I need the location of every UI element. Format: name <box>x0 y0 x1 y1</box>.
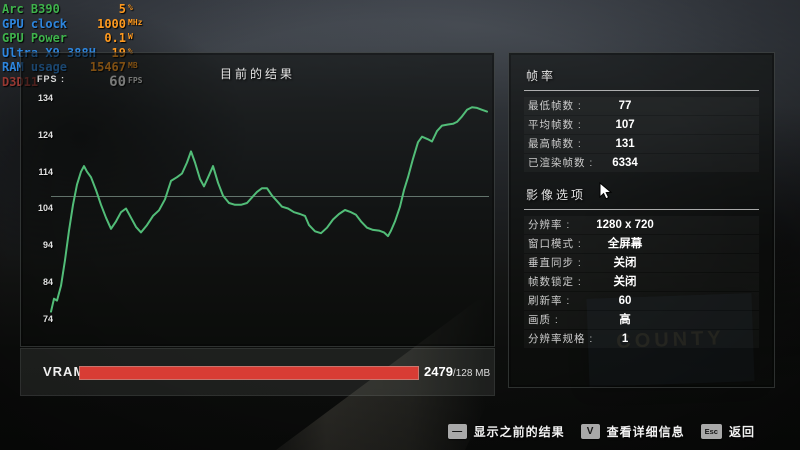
max-fps-label: 最高帧数 : <box>528 138 582 150</box>
framerate-section-title: 帧率 <box>524 63 759 91</box>
video-options-list: 分辨率 : 1280 x 720 窗口模式 : 全屏幕 垂直同步 : 关闭 帧数… <box>524 216 759 348</box>
v-keycap: V <box>580 424 600 439</box>
spacebar-keycap: — <box>447 424 467 439</box>
vram-panel: VRAM 2479/128 MB <box>20 348 495 396</box>
y-tick-94: 94 <box>42 240 53 250</box>
vram-bar-fill <box>80 367 418 379</box>
rendered-frames-value: 6334 <box>612 157 638 169</box>
gpu-clock-value: 1000 <box>97 16 126 31</box>
y-tick-134: 134 <box>37 93 53 103</box>
avg-fps-label: 平均帧数 : <box>528 119 582 131</box>
option-row-resolution: 分辨率 : 1280 x 720 <box>524 216 759 234</box>
vram-value: 2479/128 MB <box>424 364 490 379</box>
mouse-cursor <box>599 182 613 200</box>
show-previous-results-button[interactable]: — 显示之前的结果 <box>447 423 565 440</box>
resolution-scale-value: 1 <box>621 333 629 345</box>
y-tick-114: 114 <box>38 167 53 177</box>
quality-value: 高 <box>619 314 631 326</box>
framerate-lock-label: 帧数锁定 : <box>528 276 582 288</box>
option-row-quality: 画质 : 高 <box>524 311 759 329</box>
back-button[interactable]: Esc 返回 <box>700 423 755 440</box>
gpu-power-value: 0.1 <box>104 31 126 45</box>
resolution-label: 分辨率 : <box>528 219 571 231</box>
option-row-framerate-lock: 帧数锁定 : 关闭 <box>524 273 759 291</box>
avg-fps-value: 107 <box>615 119 635 131</box>
fps-axis-label: FPS : <box>37 74 66 84</box>
average-fps-line <box>51 196 489 197</box>
vram-bar-track <box>79 366 419 380</box>
framerate-lock-value: 关闭 <box>613 276 637 288</box>
option-row-refresh-rate: 刷新率 : 60 <box>524 292 759 310</box>
vram-label: VRAM <box>43 364 86 379</box>
gpu-usage-value: 5 <box>118 2 126 16</box>
gpu-clock-row: GPU clock 1000 MHz <box>2 17 172 32</box>
refresh-rate-value: 60 <box>618 295 632 307</box>
benchmark-info-panel: 帧率 最低帧数 : 77 平均帧数 : 107 最高帧数 : 131 已渲染帧数… <box>508 52 775 388</box>
chart-title: 目前的结果 <box>219 67 295 81</box>
show-previous-results-label: 显示之前的结果 <box>473 425 565 439</box>
gpu-clock-label: GPU clock <box>2 16 68 31</box>
gpu-clock-unit: MHz <box>128 17 143 27</box>
fps-line-series <box>50 106 488 313</box>
bottom-action-bar: — 显示之前的结果 V 查看详细信息 Esc 返回 <box>447 423 755 440</box>
rendered-frames-label: 已渲染帧数 : <box>528 157 594 169</box>
y-tick-74: 74 <box>42 314 53 324</box>
stat-row-min-fps: 最低帧数 : 77 <box>524 97 759 115</box>
resolution-scale-label: 分辨率规格 : <box>528 333 594 345</box>
min-fps-value: 77 <box>618 100 632 112</box>
gpu-power-unit: W <box>128 32 133 41</box>
gpu-power-row: GPU Power 0.1 W <box>2 31 172 46</box>
fps-line-chart <box>50 106 488 313</box>
stat-row-max-fps: 最高帧数 : 131 <box>524 135 759 153</box>
option-row-vsync: 垂直同步 : 关闭 <box>524 254 759 272</box>
framerate-stats: 最低帧数 : 77 平均帧数 : 107 最高帧数 : 131 已渲染帧数 : … <box>524 97 759 172</box>
stat-row-rendered-frames: 已渲染帧数 : 6334 <box>524 154 759 172</box>
gpu-usage-unit: % <box>128 3 133 12</box>
refresh-rate-label: 刷新率 : <box>528 295 571 307</box>
vsync-value: 关闭 <box>613 257 637 269</box>
results-chart-panel: 目前的结果 FPS : 134 124 114 104 94 84 74 <box>20 52 495 347</box>
gpu-name-row: Arc B390 5 % <box>2 2 172 17</box>
y-tick-124: 124 <box>37 130 53 140</box>
esc-keycap: Esc <box>700 424 722 439</box>
min-fps-label: 最低帧数 : <box>528 100 582 112</box>
video-options-section-title: 影像选项 <box>524 182 759 210</box>
gpu-power-label: GPU Power <box>2 31 68 45</box>
y-tick-84: 84 <box>42 277 53 287</box>
vram-capacity: /128 MB <box>452 368 491 379</box>
vram-used: 2479 <box>424 364 453 379</box>
gpu-name-label: Arc B390 <box>2 2 60 16</box>
y-tick-104: 104 <box>37 203 53 213</box>
stat-row-avg-fps: 平均帧数 : 107 <box>524 116 759 134</box>
back-label: 返回 <box>728 425 755 439</box>
quality-label: 画质 : <box>528 314 559 326</box>
view-details-label: 查看详细信息 <box>606 425 685 439</box>
option-row-window-mode: 窗口模式 : 全屏幕 <box>524 235 759 253</box>
window-mode-value: 全屏幕 <box>607 238 643 250</box>
window-mode-label: 窗口模式 : <box>528 238 582 250</box>
cpu-usage-unit: % <box>128 46 133 56</box>
vsync-label: 垂直同步 : <box>528 257 582 269</box>
resolution-value: 1280 x 720 <box>596 219 654 231</box>
view-details-button[interactable]: V 查看详细信息 <box>580 423 685 440</box>
option-row-resolution-scale: 分辨率规格 : 1 <box>524 330 759 348</box>
max-fps-value: 131 <box>615 138 635 150</box>
